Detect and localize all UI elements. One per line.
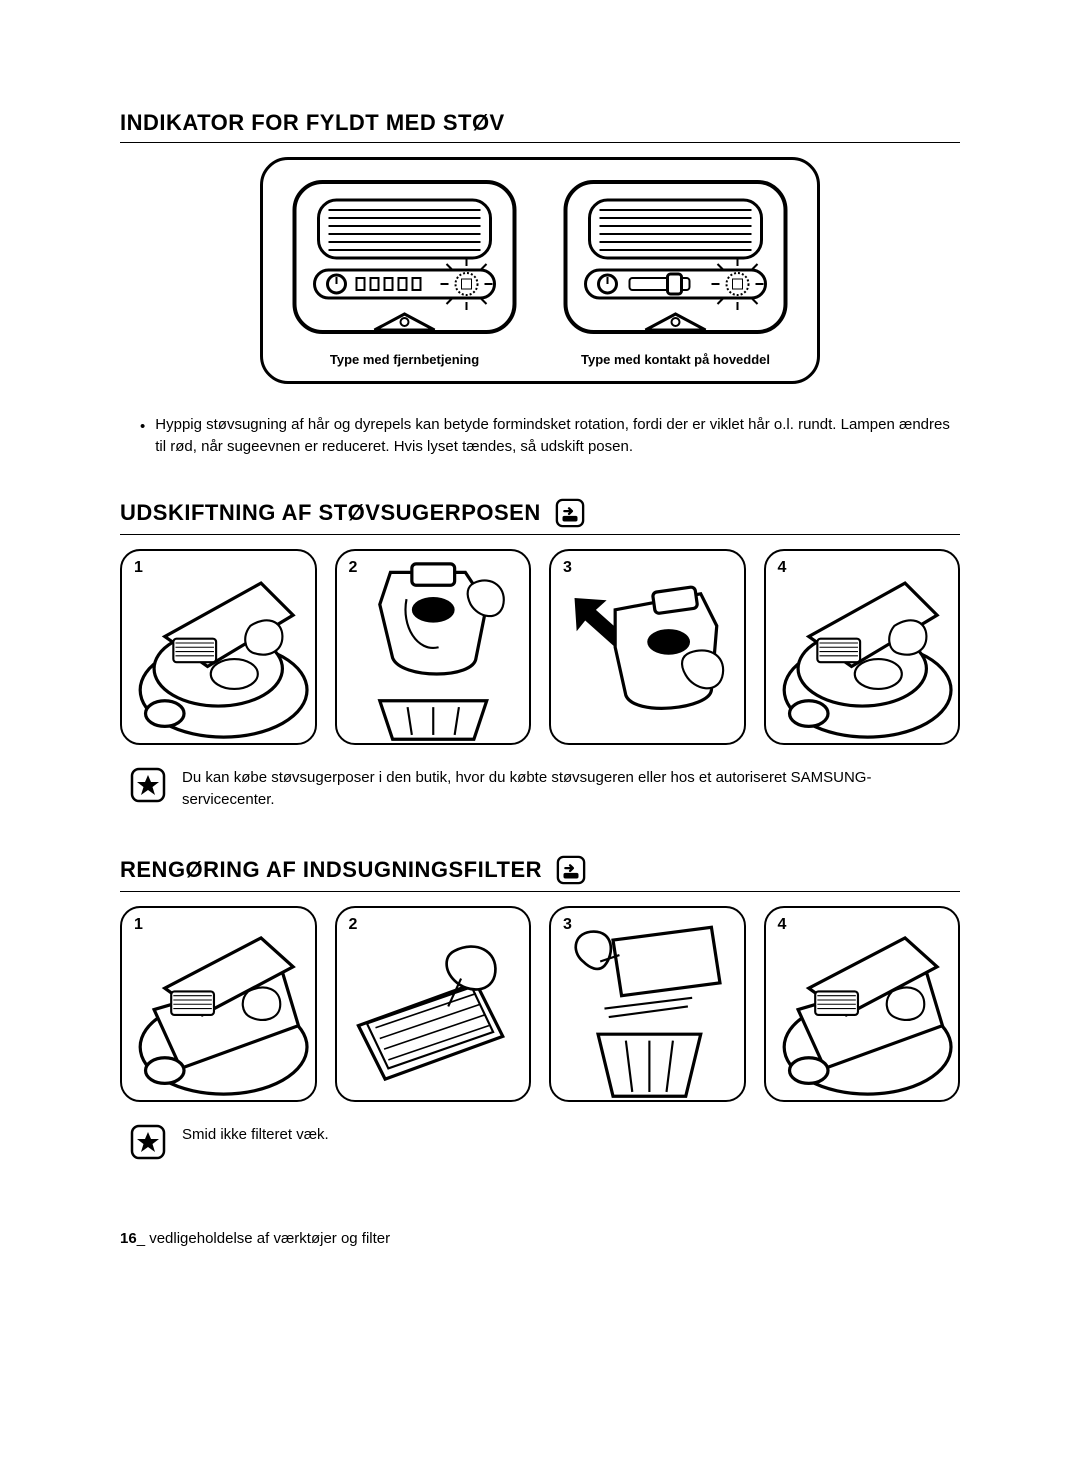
close-lid-icon	[766, 551, 959, 744]
note-filter: Smid ikke filteret væk.	[130, 1124, 960, 1160]
section-heading-bag: UDSKIFTNING AF STØVSUGERPOSEN	[120, 498, 960, 528]
section-heading-indicator: INDIKATOR FOR FYLDT MED STØV	[120, 110, 960, 136]
bag-step-3: 3	[549, 549, 746, 746]
filter-step-3: 3	[549, 906, 746, 1103]
remove-filter-icon	[337, 908, 530, 1101]
info-bullet: • Hyppig støvsugning af hår og dyrepels …	[140, 414, 960, 458]
vacuum-front-body-icon	[554, 172, 797, 342]
step-number: 2	[349, 916, 358, 934]
step-number: 3	[563, 916, 572, 934]
indicator-panel: Type med fjernbetjening	[260, 157, 820, 384]
step-number: 3	[563, 559, 572, 577]
indicator-row: Type med fjernbetjening	[283, 172, 797, 367]
step-number: 4	[778, 916, 787, 934]
star-note-icon	[130, 767, 166, 803]
bag-step-2: 2	[335, 549, 532, 746]
divider	[120, 891, 960, 892]
footer-text: vedligeholdelse af værktøjer og filter	[149, 1230, 390, 1247]
divider	[120, 142, 960, 143]
insert-bag-icon	[551, 551, 744, 744]
filter-clean-icon	[556, 855, 586, 885]
caption-body: Type med kontakt på hoveddel	[581, 352, 770, 367]
vacuum-open-compartment-icon	[122, 908, 315, 1101]
bullet-text: Hyppig støvsugning af hår og dyrepels ka…	[155, 414, 960, 458]
bag-step-4: 4	[764, 549, 961, 746]
step-number: 1	[134, 916, 143, 934]
manual-page: INDIKATOR FOR FYLDT MED STØV	[0, 0, 1080, 1307]
heading-text: INDIKATOR FOR FYLDT MED STØV	[120, 110, 505, 136]
step-number: 1	[134, 559, 143, 577]
vacuum-open-lid-icon	[122, 551, 315, 744]
bag-replace-icon	[555, 498, 585, 528]
shake-filter-bin-icon	[551, 908, 744, 1101]
divider	[120, 534, 960, 535]
filter-steps-grid: 1 2	[120, 906, 960, 1103]
filter-step-4: 4	[764, 906, 961, 1103]
bag-steps-grid: 1 2	[120, 549, 960, 746]
note-text: Du kan købe støvsugerposer i den butik, …	[182, 767, 960, 811]
footer-sep: _	[137, 1230, 150, 1247]
heading-text: UDSKIFTNING AF STØVSUGERPOSEN	[120, 500, 541, 526]
note-bag: Du kan købe støvsugerposer i den butik, …	[130, 767, 960, 811]
heading-text: RENGØRING AF INDSUGNINGSFILTER	[120, 857, 542, 883]
page-number: 16	[120, 1230, 137, 1247]
step-number: 2	[349, 559, 358, 577]
filter-step-1: 1	[120, 906, 317, 1103]
bag-step-1: 1	[120, 549, 317, 746]
remove-bag-icon	[337, 551, 530, 744]
caption-remote: Type med fjernbetjening	[330, 352, 479, 367]
filter-step-2: 2	[335, 906, 532, 1103]
device-figure-body: Type med kontakt på hoveddel	[554, 172, 797, 367]
note-text: Smid ikke filteret væk.	[182, 1124, 329, 1146]
vacuum-close-compartment-icon	[766, 908, 959, 1101]
section-heading-filter: RENGØRING AF INDSUGNINGSFILTER	[120, 855, 960, 885]
bullet-marker: •	[140, 414, 145, 458]
vacuum-front-remote-icon	[283, 172, 526, 342]
step-number: 4	[778, 559, 787, 577]
star-note-icon	[130, 1124, 166, 1160]
device-figure-remote: Type med fjernbetjening	[283, 172, 526, 367]
page-footer: 16_ vedligeholdelse af værktøjer og filt…	[120, 1230, 960, 1247]
